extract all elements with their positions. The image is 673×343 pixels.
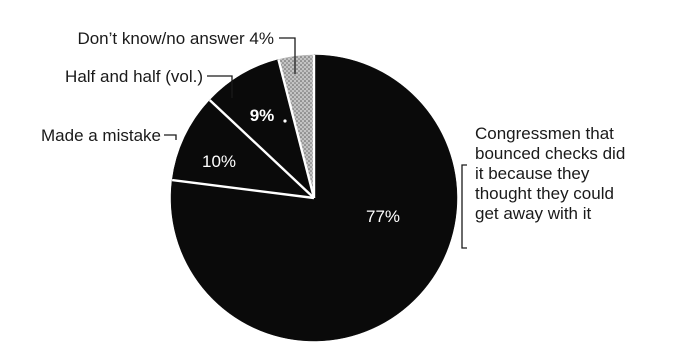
category-label-1-line-1: Congressmen that <box>475 124 614 143</box>
slice-value-label-2: 10% <box>202 152 236 171</box>
pie-slices <box>170 54 458 342</box>
slice-separator-4 <box>277 59 316 199</box>
slice-value-label-1: 77% <box>366 207 400 226</box>
category-label-1-line-4: thought they could <box>475 184 614 203</box>
leader-line-4 <box>279 37 296 74</box>
leader-line-2 <box>164 134 177 140</box>
category-label-1-line-3: it because they <box>475 164 590 183</box>
leader-line-1 <box>461 164 467 249</box>
category-label-4: Don’t know/no answer 4% <box>77 29 274 48</box>
category-label-3: Half and half (vol.) <box>65 67 203 86</box>
category-label-1-line-2: bounced checks did <box>475 144 625 163</box>
pie-slice-1 <box>170 54 458 342</box>
leader-lines <box>164 37 467 249</box>
pie-slice-3 <box>209 59 315 199</box>
category-label-1-line-5: get away with it <box>475 204 591 223</box>
slice-separators <box>171 55 316 200</box>
slice-value-dot <box>283 119 287 123</box>
category-label-2: Made a mistake <box>41 126 161 145</box>
slice-separator-2 <box>171 178 315 200</box>
slice-value-label-3: 9% <box>250 106 275 125</box>
pie-slice-2 <box>171 99 315 199</box>
leader-line-3 <box>207 75 233 98</box>
slice-separator-3 <box>208 99 315 199</box>
